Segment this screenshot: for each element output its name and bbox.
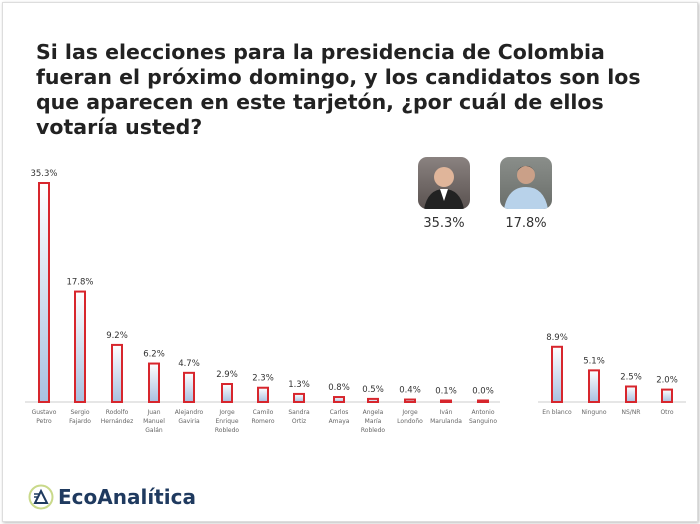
data-label: 1.3% [288, 380, 310, 390]
category-label: Marulanda [430, 418, 462, 425]
data-label: 0.4% [399, 386, 421, 396]
category-label: Fajardo [69, 418, 91, 425]
bar-chart: 35.3% Gustavo Petro 17.8% Sergio Fajardo 9.2% R… [25, 169, 686, 434]
category-label: Rodolfo [106, 409, 129, 416]
bar [661, 388, 673, 404]
category-label: Angela [363, 409, 384, 416]
chart-title: Si las elecciones para la presidencia de… [36, 40, 641, 139]
data-label: 5.1% [583, 356, 605, 366]
data-label: 0.1% [435, 387, 457, 397]
category-label: María [365, 418, 382, 425]
ecoanalitica-logo: EcoAnalítica [28, 484, 196, 510]
bar [221, 383, 233, 403]
data-label: 6.2% [143, 350, 165, 360]
category-label: Petro [36, 418, 52, 425]
data-label: 8.9% [546, 333, 568, 343]
category-label: Otro [660, 409, 673, 416]
petro-photo [418, 157, 470, 209]
category-label: Romero [251, 418, 274, 425]
category-label: Jorge [401, 409, 418, 416]
category-label: Sergio [70, 409, 89, 416]
data-label: 9.2% [106, 331, 128, 341]
data-label: 35.3% [30, 169, 57, 179]
category-label: NS/NR [622, 409, 641, 416]
bar [38, 182, 50, 403]
fajardo-photo [500, 157, 552, 209]
data-label: 0.0% [472, 387, 494, 397]
category-label: Manuel [143, 418, 165, 425]
category-label: Robledo [215, 427, 240, 434]
bar [148, 362, 160, 403]
category-label: Gustavo [32, 409, 57, 416]
category-label: Ninguno [581, 409, 606, 416]
category-label: Gaviria [178, 418, 200, 425]
fajardo-percentage: 17.8% [505, 216, 547, 231]
bar [551, 345, 563, 403]
category-label: Juan [146, 409, 160, 416]
bar [333, 396, 345, 404]
data-label: 2.9% [216, 370, 238, 380]
data-label: 2.3% [252, 374, 274, 384]
category-label: Ortiz [292, 418, 306, 425]
category-label: Amaya [329, 418, 350, 425]
category-label: Alejandro [175, 409, 204, 416]
data-label: 4.7% [178, 359, 200, 369]
bar [588, 369, 600, 403]
category-label: Galán [145, 427, 163, 434]
category-label: Sanguino [469, 418, 497, 425]
bar [477, 399, 489, 403]
data-label: 0.5% [362, 385, 384, 395]
category-label: Sandra [288, 409, 310, 416]
category-label: En blanco [542, 409, 572, 416]
bar [440, 399, 452, 403]
ecoanalitica-logo-icon [28, 484, 54, 510]
bar [625, 385, 637, 403]
bar [404, 398, 416, 403]
category-label: Londoño [397, 418, 423, 425]
bar [74, 290, 86, 403]
category-label: Enrique [215, 418, 238, 425]
category-label: Iván [440, 409, 453, 416]
data-label: 0.8% [328, 383, 350, 393]
data-label: 2.5% [620, 372, 642, 382]
data-label: 17.8% [66, 278, 93, 288]
category-label: Robledo [361, 427, 386, 434]
bar [367, 397, 379, 403]
data-label: 2.0% [656, 376, 678, 386]
bar [257, 386, 269, 403]
petro-percentage: 35.3% [423, 216, 465, 231]
category-label: Antonio [471, 409, 494, 416]
category-label: Jorge [218, 409, 235, 416]
category-label: Carlos [330, 409, 349, 416]
category-label: Hernández [101, 418, 134, 425]
bar [111, 343, 123, 404]
bar [293, 392, 305, 404]
category-label: Camilo [253, 409, 274, 416]
brand-name: EcoAnalítica [58, 485, 196, 509]
bar [183, 371, 195, 404]
